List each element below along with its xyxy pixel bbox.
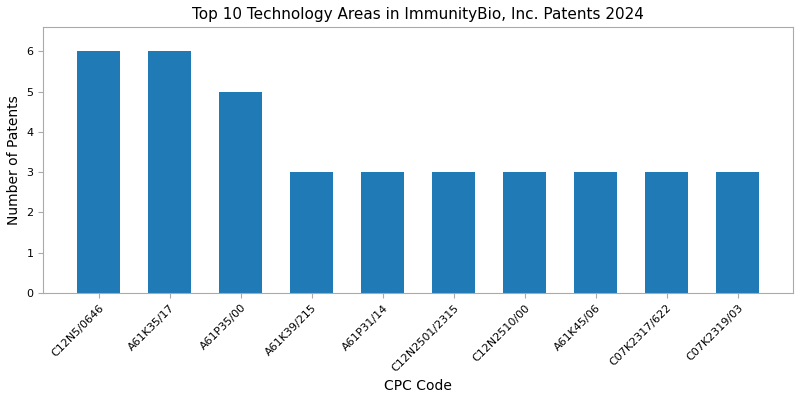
Bar <box>574 172 617 293</box>
Bar <box>362 172 404 293</box>
Bar <box>433 172 475 293</box>
Bar <box>219 92 262 293</box>
Bar <box>149 52 191 293</box>
Bar <box>646 172 688 293</box>
Bar <box>716 172 759 293</box>
X-axis label: CPC Code: CPC Code <box>384 379 452 393</box>
Bar <box>290 172 333 293</box>
Bar <box>78 52 120 293</box>
Title: Top 10 Technology Areas in ImmunityBio, Inc. Patents 2024: Top 10 Technology Areas in ImmunityBio, … <box>192 7 644 22</box>
Bar <box>503 172 546 293</box>
Y-axis label: Number of Patents: Number of Patents <box>7 95 21 225</box>
